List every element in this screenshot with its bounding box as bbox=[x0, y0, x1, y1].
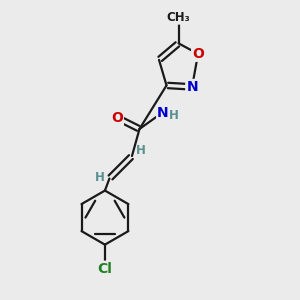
Text: H: H bbox=[136, 144, 146, 157]
Text: H: H bbox=[169, 109, 179, 122]
Text: O: O bbox=[192, 47, 204, 61]
Text: CH₃: CH₃ bbox=[167, 11, 190, 24]
Text: N: N bbox=[157, 106, 169, 120]
Text: N: N bbox=[186, 80, 198, 94]
Text: H: H bbox=[95, 170, 105, 184]
Text: Cl: Cl bbox=[98, 262, 112, 276]
Text: O: O bbox=[111, 112, 123, 125]
